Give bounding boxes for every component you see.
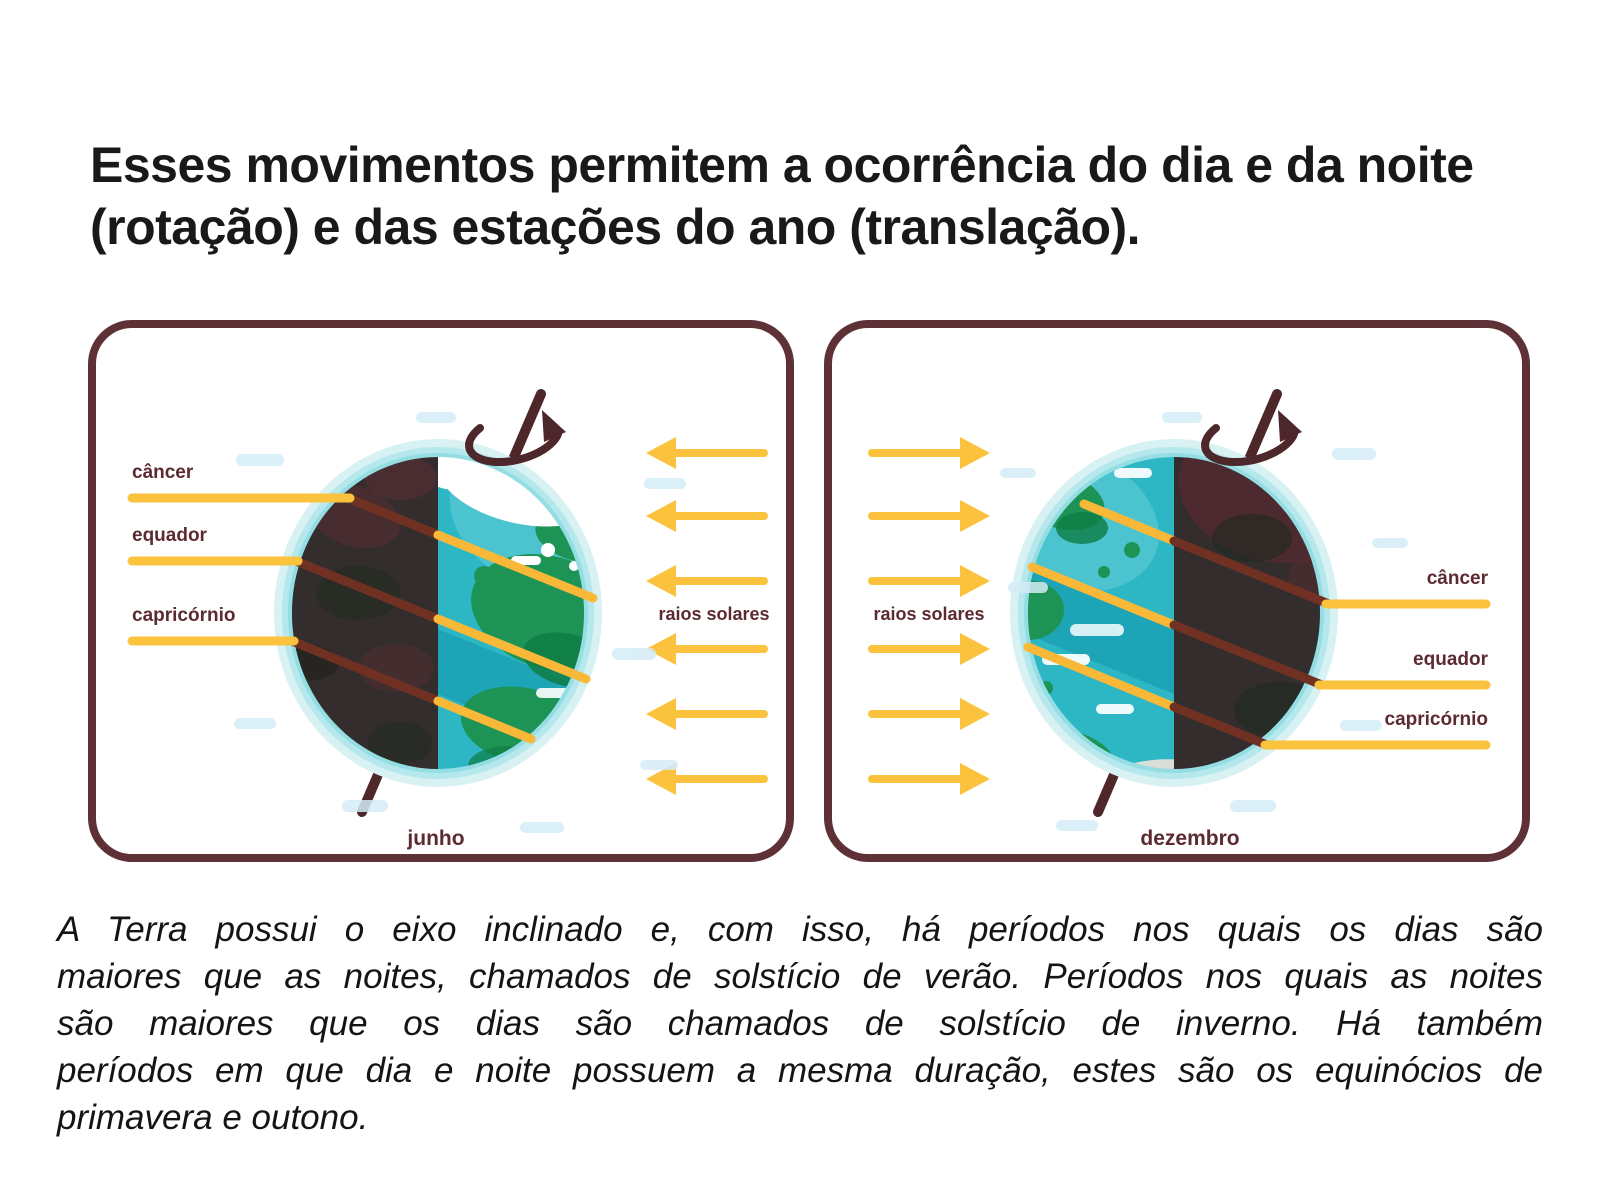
month-label: dezembro xyxy=(1140,827,1239,850)
ray-arrowheads xyxy=(646,437,676,795)
label-capricorn: capricórnio xyxy=(1385,709,1488,730)
clouds xyxy=(234,412,686,833)
diagram-panel-june: câncer equador capricórnio raios solares… xyxy=(88,320,794,862)
latitude-equator-night xyxy=(291,556,443,624)
june-diagram: câncer equador capricórnio raios solares… xyxy=(127,389,770,850)
slide-title: Esses movimentos permitem a ocorrência d… xyxy=(90,136,1474,255)
label-equator: equador xyxy=(1413,649,1489,670)
latitude-cancer-day xyxy=(1079,499,1179,546)
month-label: junho xyxy=(406,827,464,850)
night-side-shapes xyxy=(292,457,437,769)
rotation-arrow-icon xyxy=(1201,410,1302,467)
latitude-capricorn-day xyxy=(433,696,536,744)
latitude-capricorn-night xyxy=(1169,702,1272,750)
label-equator: equador xyxy=(132,525,208,546)
label-cancer: câncer xyxy=(132,462,194,483)
diagram-panel-december: câncer equador capricórnio raios solares… xyxy=(824,320,1530,862)
rays-label: raios solares xyxy=(658,604,769,624)
caption-line: maiores que as noites, chamados de solst… xyxy=(57,957,1543,996)
caption-line: A Terra possui o eixo inclinado e, com i… xyxy=(57,910,1543,949)
label-capricorn: capricórnio xyxy=(132,605,235,626)
latitude-capricorn-day xyxy=(1023,642,1179,712)
clouds xyxy=(1000,412,1408,831)
rays-label: raios solares xyxy=(873,604,984,624)
solar-rays xyxy=(868,437,990,795)
latitude-equator-night xyxy=(1169,620,1327,690)
latitude-cancer-night xyxy=(343,493,443,540)
latitude-pointers xyxy=(1260,599,1491,750)
december-diagram: câncer equador capricórnio raios solares… xyxy=(868,389,1491,850)
latitude-lines xyxy=(287,493,598,744)
ray-arrowheads xyxy=(960,437,990,795)
solar-rays xyxy=(646,437,768,795)
latitude-cancer-night xyxy=(1169,536,1334,609)
latitude-pointers xyxy=(127,493,355,646)
rotation-arrow-icon xyxy=(465,410,566,467)
latitude-equator-day xyxy=(1027,562,1179,630)
caption-text: A Terra possui o eixo inclinado e, com i… xyxy=(57,906,1543,1141)
latitude-capricorn-night xyxy=(287,636,443,706)
label-cancer: câncer xyxy=(1427,568,1489,589)
latitude-lines xyxy=(1023,499,1334,750)
caption-line: primavera e outono. xyxy=(57,1098,369,1137)
caption-line: são maiores que os dias são chamados de … xyxy=(57,1004,1543,1043)
caption-line: períodos em que dia e noite possuem a me… xyxy=(57,1051,1543,1090)
latitude-equator-day xyxy=(433,614,591,684)
latitude-cancer-day xyxy=(433,530,598,603)
